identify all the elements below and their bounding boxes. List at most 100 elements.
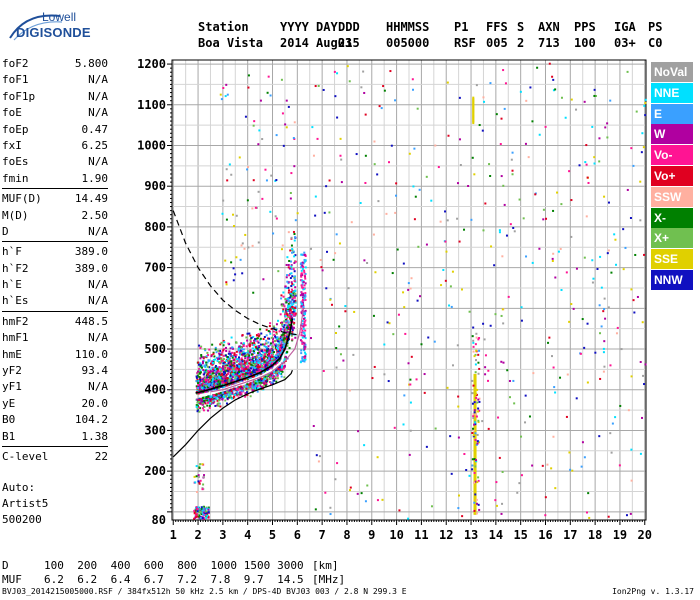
echo-point xyxy=(207,511,210,514)
echo-point xyxy=(226,397,229,400)
echo-point xyxy=(253,120,256,123)
x-tick-label: 11 xyxy=(414,528,428,542)
echo-point xyxy=(257,361,260,364)
echo-point xyxy=(288,272,291,275)
echo-point xyxy=(285,307,288,310)
echo-point xyxy=(640,151,643,154)
dmuf-cell: 3000 xyxy=(277,559,304,572)
echo-point xyxy=(473,481,476,484)
echo-point xyxy=(512,379,515,382)
echo-point xyxy=(222,391,225,394)
echo-point xyxy=(639,360,642,363)
echo-point xyxy=(247,86,250,89)
echo-point xyxy=(248,376,251,379)
echo-point xyxy=(294,294,297,297)
param-row: yF1 N/A xyxy=(2,379,108,395)
echo-point xyxy=(560,203,563,206)
echo-point xyxy=(241,379,244,382)
echo-point xyxy=(258,381,261,384)
echo-point xyxy=(239,258,242,261)
param-row: D N/A xyxy=(2,224,108,240)
echo-point xyxy=(257,341,260,344)
echo-point xyxy=(208,404,211,407)
echo-point xyxy=(267,330,270,333)
echo-point xyxy=(196,398,199,401)
echo-point xyxy=(373,365,376,368)
echo-point xyxy=(423,373,426,376)
echo-point xyxy=(196,370,199,373)
echo-point xyxy=(247,365,250,368)
echo-point xyxy=(215,356,218,359)
echo-point xyxy=(230,390,233,393)
dmuf-cell: 14.5 xyxy=(277,573,304,586)
echo-point xyxy=(267,341,270,344)
echo-point xyxy=(404,332,407,335)
echo-point xyxy=(301,356,304,359)
echo-point xyxy=(271,341,274,344)
echo-point xyxy=(473,458,476,461)
echo-point xyxy=(211,376,214,379)
echo-point xyxy=(302,281,305,284)
echo-point xyxy=(221,351,224,354)
echo-point xyxy=(221,397,224,400)
echo-point xyxy=(287,231,290,234)
echo-point xyxy=(209,399,212,402)
echo-point xyxy=(607,201,610,204)
echo-point xyxy=(300,293,303,296)
echo-point xyxy=(252,360,255,363)
echo-point xyxy=(236,364,239,367)
x-tick-label: 5 xyxy=(269,528,276,542)
y-tick-label: 1000 xyxy=(137,138,166,152)
echo-point xyxy=(278,365,281,368)
echo-point xyxy=(287,308,290,311)
echo-point xyxy=(270,352,273,355)
echo-point xyxy=(284,123,287,126)
echo-point xyxy=(254,385,257,388)
echo-point xyxy=(474,353,477,356)
echo-point xyxy=(238,156,241,159)
echo-point xyxy=(284,328,287,331)
echo-point xyxy=(253,357,256,360)
echo-point xyxy=(478,124,481,127)
echo-point xyxy=(473,355,476,358)
logo-text-digisonde: DIGISONDE xyxy=(16,25,91,40)
echo-point xyxy=(279,339,282,342)
echo-point xyxy=(226,355,229,358)
echo-point xyxy=(199,382,202,385)
plot-grid xyxy=(167,59,647,525)
echo-point xyxy=(374,271,377,274)
echo-point xyxy=(210,372,213,375)
echo-point xyxy=(554,391,557,394)
echo-point xyxy=(232,370,235,373)
echo-point xyxy=(444,279,447,282)
echo-point xyxy=(265,380,268,383)
dmuf-cell: [MHz] xyxy=(312,573,346,586)
echo-point xyxy=(224,371,227,374)
echo-point xyxy=(247,369,250,372)
echo-point xyxy=(253,348,256,351)
echo-point xyxy=(304,329,307,332)
echo-point xyxy=(213,384,216,387)
echo-point xyxy=(407,282,410,285)
echo-point xyxy=(275,357,278,360)
echo-point xyxy=(213,367,216,370)
echo-point xyxy=(347,287,350,290)
echo-point xyxy=(208,359,211,362)
echo-point xyxy=(292,268,295,271)
echo-point xyxy=(294,305,297,308)
echo-point xyxy=(246,351,249,354)
echo-point xyxy=(252,366,255,369)
echo-point xyxy=(205,510,208,513)
echo-point xyxy=(363,259,366,262)
echo-point xyxy=(286,330,289,333)
version-label: Ion2Png v. 1.3.17 xyxy=(612,587,694,596)
echo-point xyxy=(363,91,366,94)
echo-point xyxy=(409,383,412,386)
echo-point xyxy=(213,394,216,397)
param-value: N/A xyxy=(88,224,108,238)
echo-point xyxy=(625,514,628,517)
echo-point xyxy=(258,344,261,347)
echo-point xyxy=(222,199,225,202)
echo-point xyxy=(236,371,239,374)
echo-point xyxy=(246,362,249,365)
